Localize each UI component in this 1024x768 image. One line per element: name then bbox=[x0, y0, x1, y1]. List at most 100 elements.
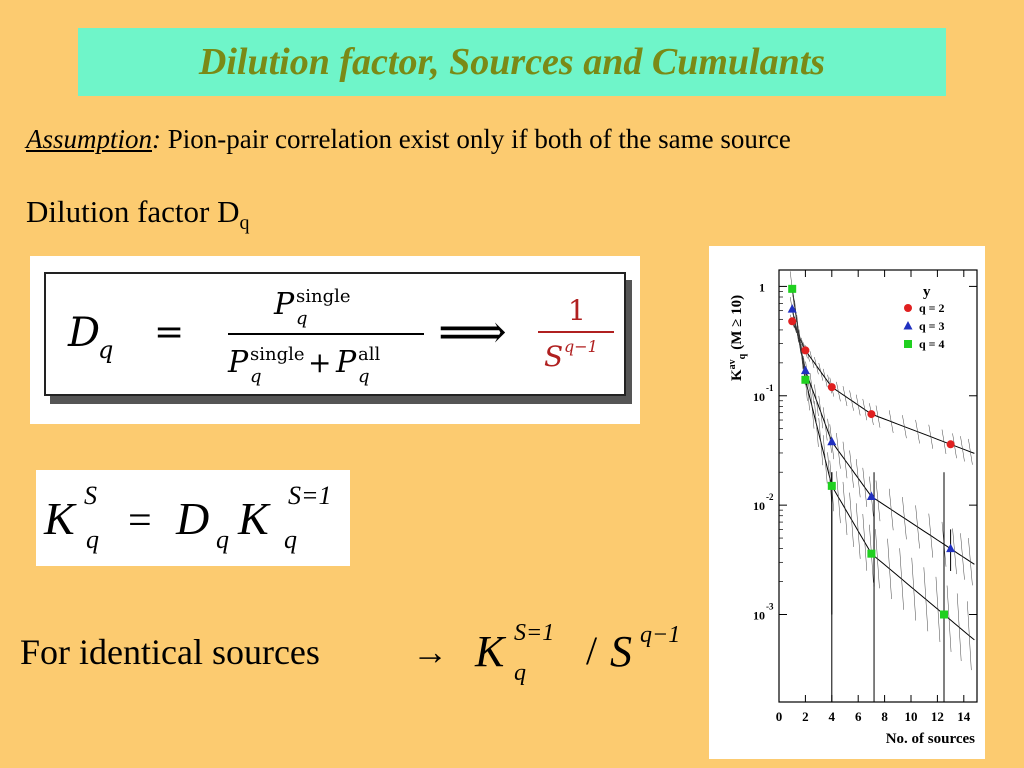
identical-K-sup: S=1 bbox=[514, 622, 554, 646]
x-tick-label: 8 bbox=[881, 709, 888, 724]
identical-K: K bbox=[474, 627, 507, 676]
y-tick-exponent: -1 bbox=[766, 383, 774, 393]
cumulant-formula-panel: K S q = D q K S=1 q bbox=[36, 470, 350, 566]
cumulant-K1: K bbox=[43, 493, 77, 544]
y-axis: 110-110-210-3 bbox=[753, 280, 977, 623]
fit-band-hatch bbox=[818, 395, 824, 429]
fit-band-hatch bbox=[952, 433, 957, 459]
formula-lhs-D: D bbox=[67, 310, 100, 356]
formula-num-sup: single bbox=[296, 286, 351, 307]
formula-lhs-sub: q bbox=[98, 336, 113, 364]
fit-band-hatch bbox=[822, 435, 828, 484]
data-point bbox=[827, 436, 837, 446]
arrow-right-icon: → bbox=[412, 632, 448, 672]
fit-band-hatch bbox=[968, 538, 973, 586]
fit-band-hatch bbox=[822, 368, 828, 388]
legend-entry: q = 2 bbox=[919, 301, 945, 315]
formula-num-P: P bbox=[273, 287, 295, 322]
identical-S-sup: q−1 bbox=[640, 622, 680, 648]
fit-band-hatch bbox=[875, 405, 881, 428]
fit-band-hatch bbox=[888, 488, 894, 531]
fit-band-hatch bbox=[935, 576, 941, 643]
formula-den-P2: P bbox=[335, 345, 357, 380]
y-axis-label-rest: (M ≥ 10) bbox=[729, 295, 745, 350]
fit-band-hatch bbox=[809, 351, 815, 368]
fit-band-hatch bbox=[941, 429, 947, 455]
fit-band-hatch bbox=[827, 452, 832, 502]
x-tick-label: 6 bbox=[855, 709, 862, 724]
data-point bbox=[800, 365, 810, 375]
y-tick-exponent: -2 bbox=[766, 492, 774, 502]
fit-band-hatch bbox=[946, 585, 952, 652]
data-point bbox=[946, 440, 955, 449]
formula-den-sub2: q bbox=[358, 366, 370, 387]
legend-marker bbox=[904, 340, 912, 348]
data-point bbox=[827, 481, 836, 490]
fit-band-hatch bbox=[960, 436, 965, 462]
fit-band-hatch bbox=[836, 471, 841, 524]
y-tick-label: 10 bbox=[753, 390, 765, 404]
fit-band-hatch bbox=[875, 529, 880, 589]
chart-frame bbox=[778, 269, 978, 703]
fit-band-hatch bbox=[809, 383, 815, 429]
y-tick-label: 1 bbox=[759, 280, 765, 294]
fit-band-hatch bbox=[902, 415, 907, 439]
formula-num-sub: q bbox=[296, 308, 308, 329]
fit-band-hatch bbox=[928, 513, 934, 558]
formula-den-sup1: single bbox=[250, 344, 305, 365]
fit-band-hatch bbox=[842, 481, 848, 536]
fit-band-hatch bbox=[814, 357, 819, 375]
x-axis: 0 2 4 6 8 10 12 14 bbox=[776, 270, 971, 724]
fit-band-hatch bbox=[827, 418, 832, 453]
y-axis-label-sup: av bbox=[727, 359, 738, 369]
fit-band-hatch bbox=[923, 567, 929, 632]
fit-band-hatch bbox=[794, 300, 799, 338]
y-axis-label-K: K bbox=[729, 369, 745, 381]
formula-den-sup2: all bbox=[358, 344, 380, 365]
x-tick-label: 2 bbox=[802, 709, 809, 724]
fit-band-hatch bbox=[809, 372, 815, 404]
dilution-formula-card: D q = P single q P single q + P all q ⟹ … bbox=[44, 272, 626, 396]
legend-marker bbox=[903, 321, 913, 330]
formula-implies-arrow: ⟹ bbox=[438, 304, 507, 360]
identical-slash: / bbox=[586, 628, 598, 673]
fit-band-hatch bbox=[855, 394, 861, 416]
y-tick-label: 10 bbox=[753, 609, 765, 623]
fit-band-hatch bbox=[842, 386, 848, 407]
fit-band-hatch bbox=[902, 497, 907, 540]
fit-band-hatch bbox=[862, 513, 868, 571]
y-axis-label: Kavq (M ≥ 10) bbox=[727, 295, 748, 381]
fit-band-hatch bbox=[875, 480, 881, 522]
svg-text:Kavq(M ≥ 10): Kavq (M ≥ 10) bbox=[727, 295, 748, 381]
fit-band-hatch bbox=[887, 538, 892, 600]
cumulant-chart: 0 2 4 6 8 10 12 14 110-110-210-3 yq = 2q = 3q =… bbox=[727, 269, 978, 747]
data-point bbox=[801, 346, 810, 355]
fit-band-hatch bbox=[849, 450, 854, 488]
dilution-formula-panel: D q = P single q P single q + P all q ⟹ … bbox=[30, 256, 640, 424]
x-tick-label: 10 bbox=[905, 709, 918, 724]
fit-band-hatch bbox=[862, 398, 868, 421]
x-tick-label: 4 bbox=[829, 709, 836, 724]
assumption-line: Assumption: Pion-pair correlation exist … bbox=[26, 124, 791, 155]
data-point bbox=[827, 383, 836, 392]
page-title: Dilution factor, Sources and Cumulants bbox=[198, 41, 826, 83]
identical-sources-text: For identical sources bbox=[20, 632, 320, 672]
identical-S: S bbox=[610, 627, 632, 676]
legend-entry: q = 3 bbox=[919, 319, 945, 333]
dilution-formula: D q = P single q P single q + P all q ⟹ … bbox=[67, 286, 614, 387]
fit-band-hatch bbox=[796, 314, 802, 354]
identical-sources-line: For identical sources → K S=1 q / S q−1 bbox=[20, 620, 710, 702]
fit-band-hatch bbox=[849, 390, 854, 411]
cumulant-K2-sup: S=1 bbox=[288, 481, 332, 510]
y-tick-label: 10 bbox=[753, 499, 765, 513]
x-tick-label: 0 bbox=[776, 709, 783, 724]
fit-band-hatch bbox=[814, 401, 819, 447]
y-tick-exponent: -3 bbox=[766, 602, 774, 612]
x-axis-label: No. of sources bbox=[886, 731, 975, 747]
data-point bbox=[940, 610, 948, 619]
fit-band-hatch bbox=[960, 533, 965, 580]
legend-title: y bbox=[923, 284, 931, 300]
data-point bbox=[867, 549, 876, 558]
y-axis-label-sub: q bbox=[737, 353, 748, 359]
